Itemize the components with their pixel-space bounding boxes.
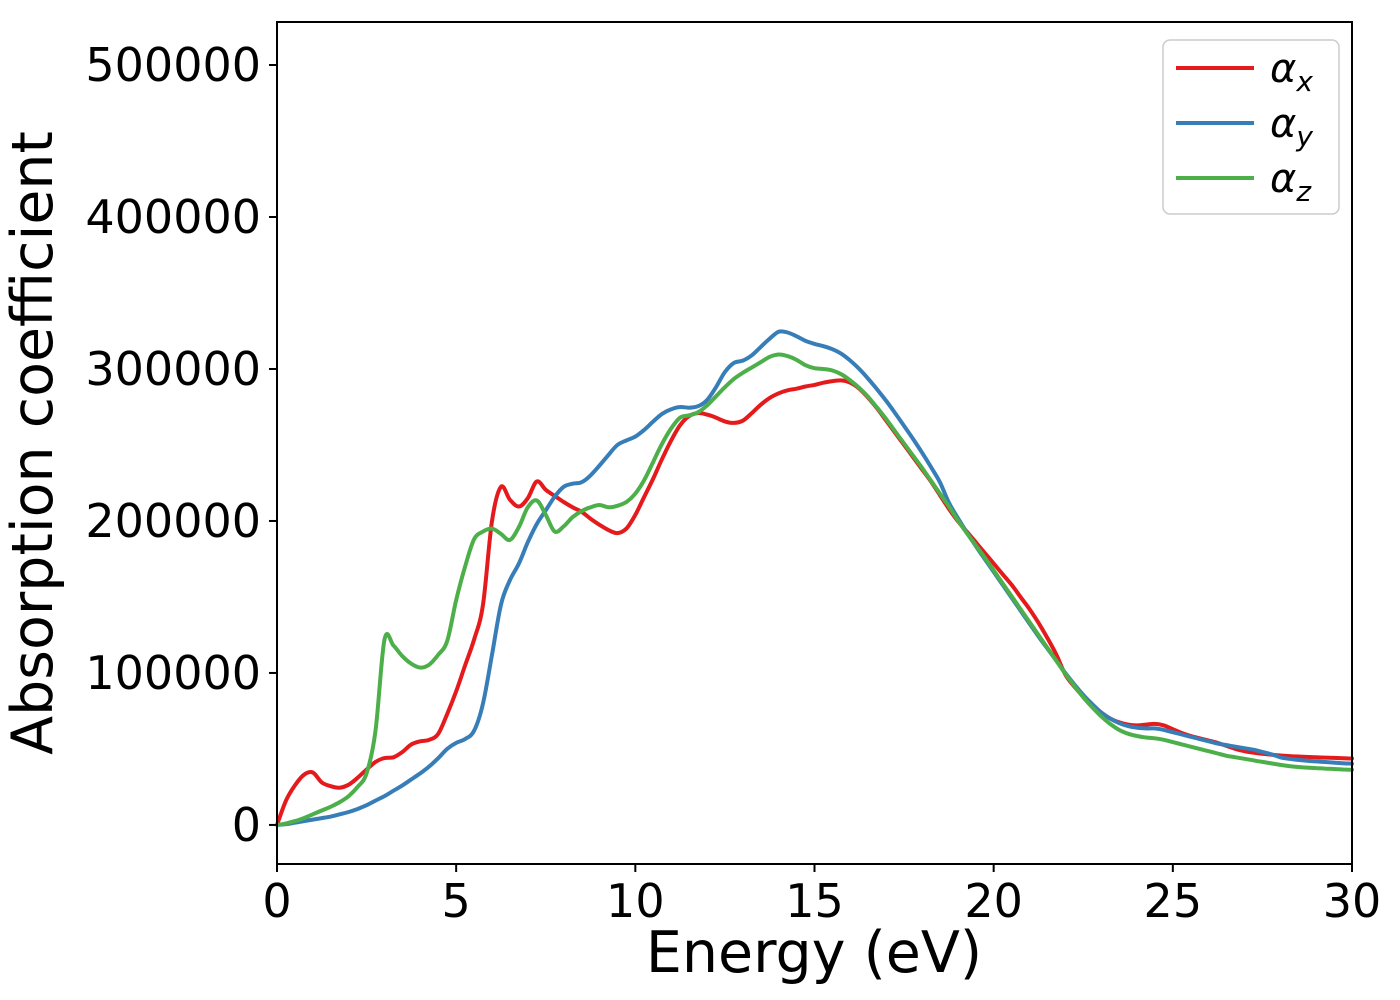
y-tick-label: 0 [232,798,261,852]
y-axis-label: Absorption coefficient [0,131,66,755]
x-tick-label: 25 [1144,874,1203,928]
curve-alpha_y [275,329,1354,827]
y-tick-label: 400000 [85,190,261,244]
y-tick-label: 300000 [85,342,261,396]
x-tick-label: 10 [606,874,665,928]
x-tick-label: 30 [1323,874,1382,928]
curves-layer [275,329,1354,827]
y-tick-label: 500000 [85,38,261,92]
x-tick-label: 15 [785,874,844,928]
x-tick-label: 0 [262,874,291,928]
y-tick-label: 100000 [85,646,261,700]
y-tick-label: 200000 [85,494,261,548]
legend-label-alpha_y: αy [1270,101,1313,153]
ticks-layer: 0 5 10 15 20 25 30 0 100000 200000 300000 400000 500… [85,38,1381,928]
legend-label-alpha_x: αx [1270,46,1313,98]
curve-alpha_x [275,378,1354,827]
x-tick-label: 20 [964,874,1023,928]
x-axis-label: Energy (eV) [646,920,982,986]
x-tick-label: 5 [442,874,471,928]
curve-alpha_z [275,352,1354,827]
legend-box [1162,39,1340,215]
legend-label-alpha_z: αz [1270,156,1312,208]
